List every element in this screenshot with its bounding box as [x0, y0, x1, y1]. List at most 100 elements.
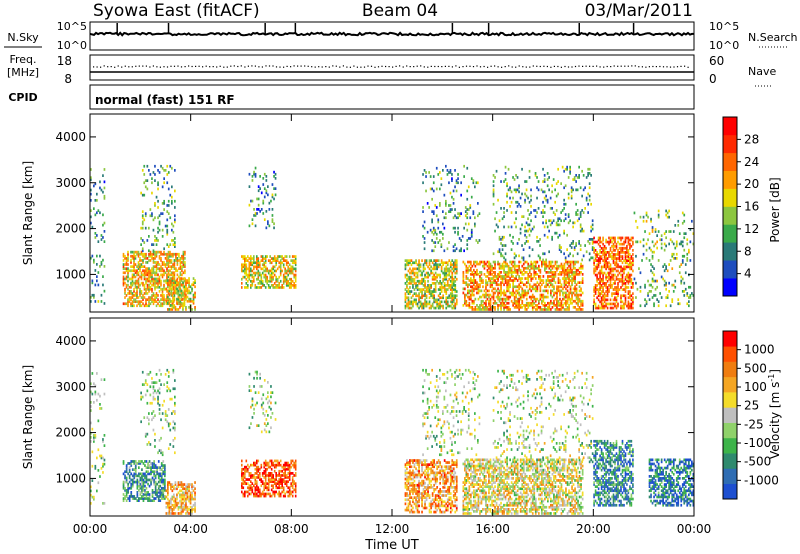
echo-cell — [602, 249, 604, 252]
echo-cell — [537, 180, 540, 183]
echo-cell — [437, 173, 440, 176]
echo-cell — [518, 190, 520, 194]
echo-cell — [692, 242, 695, 246]
echo-cell — [614, 249, 616, 252]
echo-cell — [553, 301, 555, 305]
echo-cell — [650, 219, 652, 223]
echo-cell — [642, 215, 645, 219]
noise-panel-frame — [89, 21, 695, 51]
echo-cell — [606, 279, 609, 283]
echo-cell — [407, 277, 410, 281]
echo-cell — [558, 233, 561, 237]
echo-cell — [180, 293, 183, 297]
power-colorbar-blocks — [723, 117, 737, 297]
echo-cell — [281, 286, 283, 289]
echo-cell — [248, 263, 251, 267]
echo-cell — [152, 259, 155, 262]
echo-cell — [143, 265, 146, 268]
echo-cell — [683, 213, 686, 217]
echo-cell — [282, 279, 285, 283]
echo-cell — [498, 304, 501, 307]
echo-cell — [541, 293, 543, 297]
echo-cell — [503, 283, 505, 287]
echo-cell — [614, 267, 616, 271]
echo-cell — [585, 176, 588, 179]
echo-cell — [157, 285, 159, 289]
echo-cell — [611, 292, 613, 295]
echo-cell — [270, 257, 273, 260]
echo-cell — [186, 289, 189, 293]
echo-cell — [159, 491, 162, 494]
echo-cell — [566, 248, 568, 251]
echo-cell — [519, 306, 522, 309]
echo-cell — [509, 271, 511, 274]
echo-cell — [524, 198, 526, 202]
echo-cell — [154, 439, 156, 442]
echo-cell — [579, 244, 582, 247]
echo-cell — [146, 443, 149, 446]
echo-cell — [556, 291, 558, 295]
echo-cell — [148, 478, 151, 482]
echo-cell — [618, 253, 621, 256]
echo-cell — [167, 257, 170, 260]
freq-dot — [318, 66, 320, 68]
echo-cell — [624, 294, 627, 298]
freq-dot — [191, 65, 193, 68]
echo-cell — [257, 265, 260, 269]
echo-cell — [153, 470, 155, 474]
echo-cell — [632, 236, 634, 240]
echo-cell — [409, 259, 411, 262]
echo-cell — [542, 304, 545, 307]
echo-cell — [433, 273, 435, 277]
echo-cell — [471, 285, 474, 289]
echo-cell — [534, 271, 537, 274]
echo-cell — [437, 288, 440, 291]
echo-cell — [467, 289, 469, 293]
echo-cell — [566, 308, 569, 311]
echo-cell — [433, 259, 435, 262]
echo-cell — [90, 215, 92, 219]
echo-cell — [122, 482, 125, 486]
echo-cell — [409, 271, 411, 275]
echo-cell — [152, 281, 155, 285]
echo-cell — [577, 297, 579, 301]
echo-cell — [527, 304, 530, 307]
echo-cell — [143, 269, 146, 273]
echo-cell — [241, 269, 243, 273]
echo-cell — [279, 273, 282, 277]
echo-cell — [164, 263, 167, 266]
echo-cell — [134, 298, 137, 301]
echo-cell — [161, 292, 164, 295]
echo-cell — [569, 260, 572, 264]
echo-cell — [567, 254, 570, 258]
echo-cell — [600, 251, 603, 254]
echo-cell — [527, 301, 530, 305]
echo-cell — [149, 252, 152, 256]
echo-cell — [103, 240, 106, 243]
echo-cell — [127, 250, 129, 254]
echo-cell — [128, 277, 131, 281]
echo-cell — [563, 275, 566, 278]
echo-cell — [146, 292, 149, 295]
echo-cell — [174, 237, 176, 240]
echo-cell — [465, 277, 468, 280]
echo-cell — [480, 281, 483, 284]
freq-dot — [676, 66, 679, 68]
echo-cell — [500, 207, 502, 210]
freq-dot — [293, 65, 295, 67]
echo-cell — [285, 282, 288, 285]
echo-cell — [424, 302, 426, 306]
echo-cell — [594, 240, 597, 244]
echo-cell — [263, 172, 266, 176]
echo-cell — [154, 484, 157, 488]
echo-cell — [596, 265, 598, 269]
echo-cell — [445, 306, 448, 310]
echo-cell — [603, 257, 606, 260]
echo-cell — [157, 497, 160, 500]
echo-cell — [291, 279, 294, 283]
echo-cell — [636, 226, 639, 229]
echo-cell — [179, 271, 182, 275]
echo-cell — [550, 283, 552, 287]
echo-cell — [127, 304, 129, 308]
echo-cell — [654, 279, 657, 283]
